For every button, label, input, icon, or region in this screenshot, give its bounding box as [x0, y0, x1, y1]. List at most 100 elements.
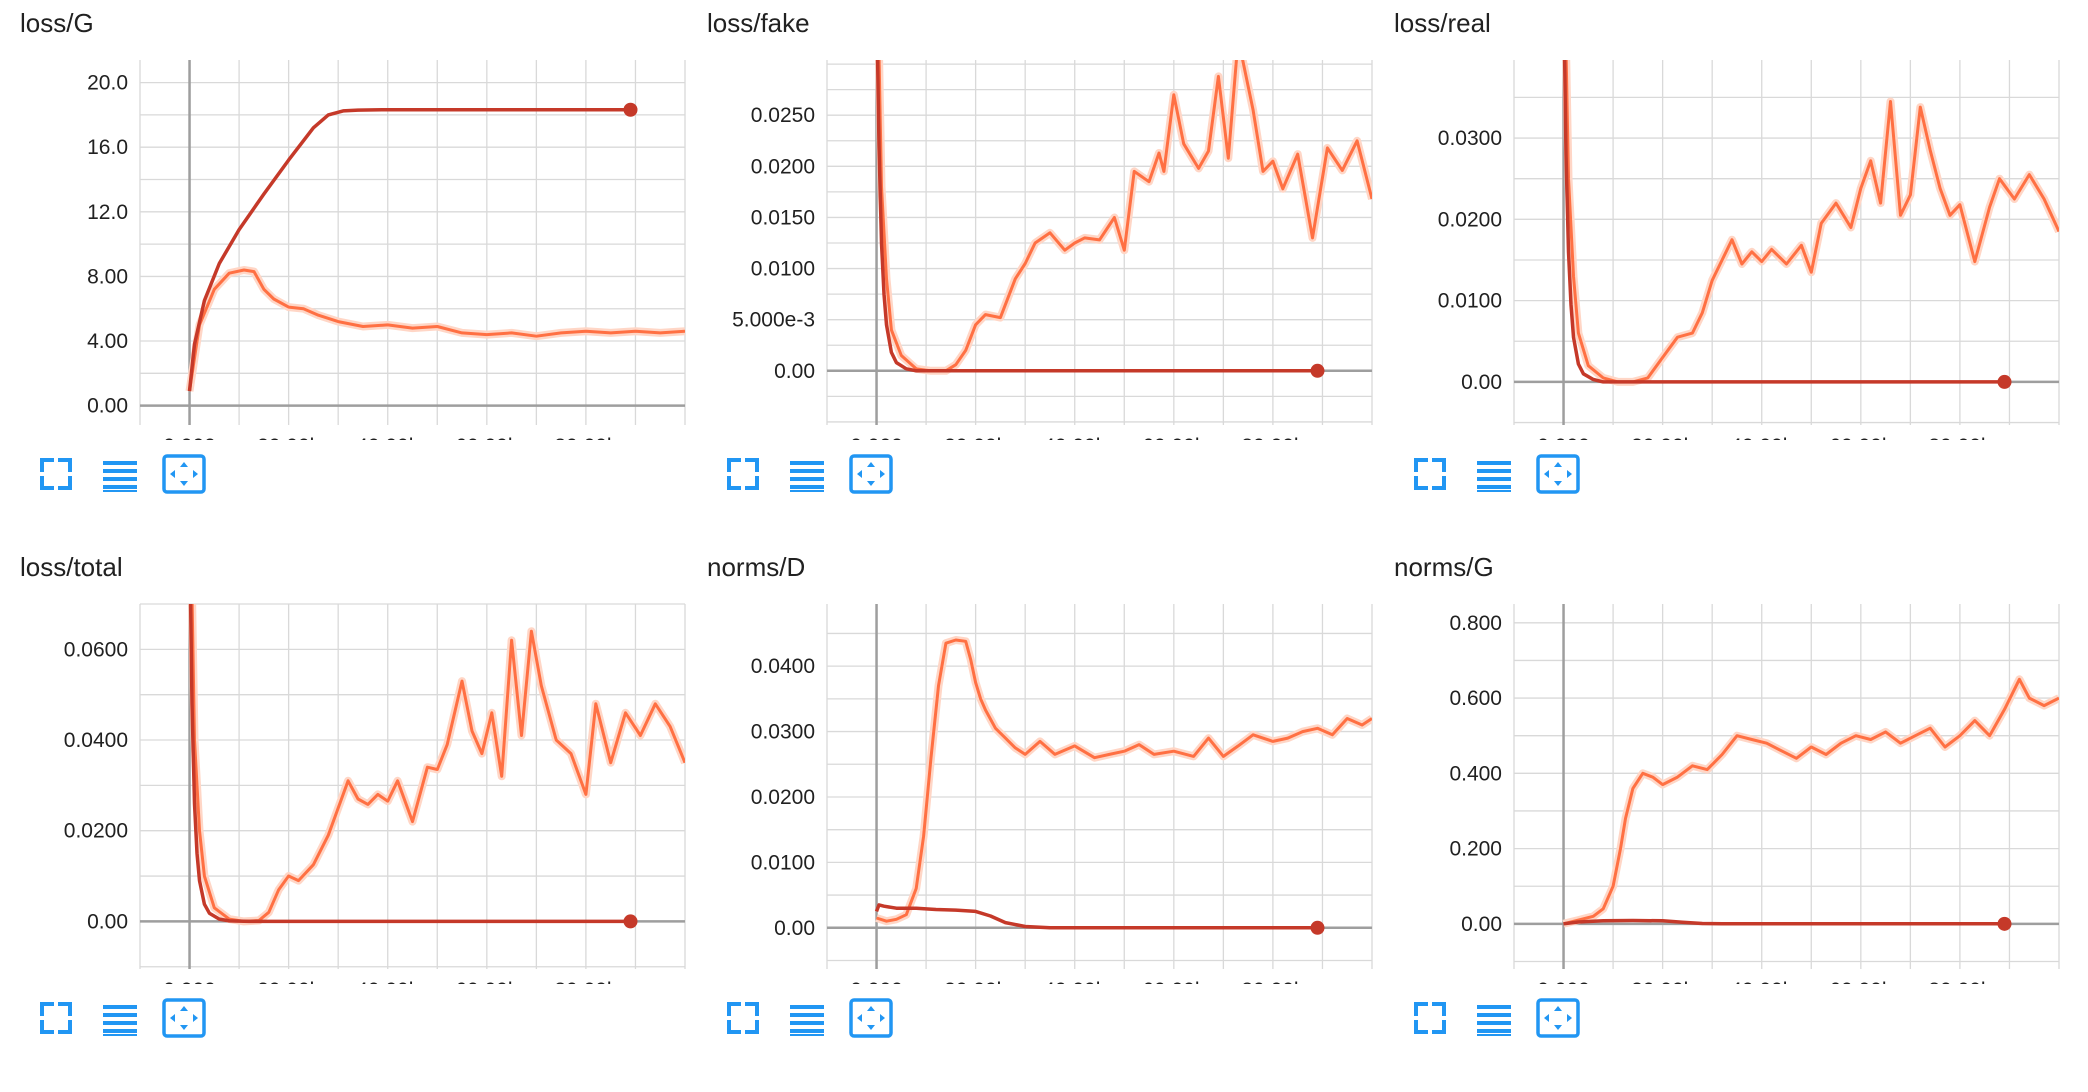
grid-horizontal [827, 63, 1372, 423]
x-tick-label: 20.00k [257, 979, 321, 984]
y-tick-label: 0.0200 [1438, 208, 1502, 231]
y-tick-label: 0.00 [87, 910, 128, 933]
line-chart-loss-real[interactable]: 0.00 0.0100 0.0200 0.0300 0.000 20.00k 40.00k 6… [1394, 40, 2074, 440]
fit-domain-icon[interactable] [1534, 994, 1582, 1042]
line-chart-loss-fake[interactable]: 0.00 5.000e-3 0.0100 0.0150 0.0200 0.0250 0.00… [707, 40, 1387, 440]
series-end-marker[interactable] [623, 102, 638, 117]
series-raw [875, 636, 1372, 926]
x-tick-label: 20.00k [1631, 979, 1695, 984]
grid-horizontal [1514, 622, 2059, 963]
fit-screen-icon[interactable] [32, 994, 80, 1042]
x-tick-label: 80.00k [554, 979, 618, 984]
chart-toolbar [719, 994, 1019, 1042]
series-raw [188, 604, 685, 926]
series-trend-line [1563, 918, 2005, 926]
x-tick-label: 40.00k [1043, 979, 1107, 984]
series-trend [874, 903, 1318, 930]
fit-screen-icon[interactable] [719, 994, 767, 1042]
y-tick-label: 4.00 [87, 330, 128, 353]
series-trend [187, 107, 631, 392]
series-end-marker[interactable] [1997, 374, 2012, 389]
chart-toolbar [719, 450, 1019, 498]
y-tick-label: 0.00 [774, 360, 815, 383]
y-tick-label: 0.200 [1449, 838, 1502, 861]
y-tick-label: 0.00 [87, 395, 128, 418]
list-icon[interactable] [1470, 994, 1518, 1042]
series-raw [185, 266, 685, 392]
y-tick-label: 0.0100 [751, 258, 815, 281]
y-tick-label: 8.00 [87, 265, 128, 288]
x-tick-label: 0.000 [850, 435, 903, 440]
y-tick-label: 0.0200 [751, 155, 815, 178]
x-tick-label: 60.00k [1142, 979, 1206, 984]
chart-card-norms-d: norms/D 0.00 0.0100 0.0200 0.0300 0.0400 0.000… [707, 544, 1387, 1064]
series-trend [1563, 918, 2005, 926]
line-chart-loss-g[interactable]: 0.00 4.00 8.00 12.0 16.0 20.0 0.000 20.00k 40.00… [20, 40, 700, 440]
x-tick-label: 80.00k [1241, 979, 1305, 984]
x-tick-label: 80.00k [1928, 435, 1992, 440]
grid-vertical [1513, 604, 2060, 969]
fit-domain-icon[interactable] [160, 994, 208, 1042]
series-trend-line [1562, 60, 2005, 384]
fit-screen-icon[interactable] [1406, 450, 1454, 498]
x-tick-label: 80.00k [1241, 435, 1305, 440]
chart-card-loss-real: loss/real 0.00 0.0100 0.0200 0.0300 0.000 20.0… [1394, 0, 2074, 520]
fit-domain-icon[interactable] [1534, 450, 1582, 498]
chart-toolbar [1406, 994, 1706, 1042]
chart-card-loss-g: loss/G 0.00 4.00 8.00 12.0 16.0 20.0 0.000 20.00… [20, 0, 700, 520]
list-icon[interactable] [783, 450, 831, 498]
y-tick-label: 12.0 [87, 201, 128, 224]
fit-screen-icon[interactable] [1406, 994, 1454, 1042]
line-chart-norms-g[interactable]: 0.00 0.200 0.400 0.600 0.800 0.000 20.00k 40.00… [1394, 584, 2074, 984]
grid-horizontal [827, 632, 1372, 962]
series-raw-line [188, 268, 685, 392]
series-end-marker[interactable] [1310, 920, 1325, 935]
chart-title: loss/fake [707, 8, 810, 38]
series-end-marker[interactable] [1310, 363, 1325, 378]
list-icon[interactable] [783, 994, 831, 1042]
list-icon[interactable] [1470, 450, 1518, 498]
y-tick-label: 20.0 [87, 72, 128, 95]
series-raw-line [190, 604, 685, 923]
y-tick-label: 0.600 [1449, 687, 1502, 710]
y-tick-label: 0.800 [1449, 612, 1502, 635]
y-tick-label: 0.0400 [64, 729, 128, 752]
series-end-marker[interactable] [623, 914, 638, 929]
x-tick-label: 40.00k [1730, 435, 1794, 440]
y-tick-label: 0.0200 [64, 820, 128, 843]
series-raw [1562, 675, 2059, 928]
x-tick-label: 20.00k [257, 435, 321, 440]
fit-domain-icon[interactable] [160, 450, 208, 498]
series-trend-line [187, 107, 631, 392]
series-raw-line [1563, 677, 2059, 926]
fit-screen-icon[interactable] [32, 450, 80, 498]
y-tick-label: 0.0200 [751, 786, 815, 809]
x-tick-label: 60.00k [1142, 435, 1206, 440]
fit-screen-icon[interactable] [719, 450, 767, 498]
chart-toolbar [32, 450, 332, 498]
line-chart-loss-total[interactable]: 0.00 0.0200 0.0400 0.0600 0.000 20.00k 40.00k 6… [20, 584, 700, 984]
chart-toolbar [1406, 450, 1706, 498]
fit-domain-icon[interactable] [847, 450, 895, 498]
x-tick-label: 0.000 [163, 979, 216, 984]
chart-card-norms-g: norms/G 0.00 0.200 0.400 0.600 0.800 0.000 20.0… [1394, 544, 2074, 1064]
series-trend [188, 604, 631, 924]
y-tick-label: 0.0300 [1438, 127, 1502, 150]
y-tick-label: 0.0600 [64, 638, 128, 661]
chart-title: norms/G [1394, 552, 1494, 582]
x-tick-label: 40.00k [1730, 979, 1794, 984]
chart-title: loss/total [20, 552, 123, 582]
chart-title: norms/D [707, 552, 806, 582]
x-tick-label: 60.00k [1829, 979, 1893, 984]
series-trend-line [188, 604, 631, 924]
line-chart-norms-d[interactable]: 0.00 0.0100 0.0200 0.0300 0.0400 0.000 20.00k 4… [707, 584, 1387, 984]
fit-domain-icon[interactable] [847, 994, 895, 1042]
x-tick-label: 80.00k [554, 435, 618, 440]
series-raw-halo [1562, 60, 2059, 386]
x-tick-label: 20.00k [944, 979, 1008, 984]
list-icon[interactable] [96, 450, 144, 498]
series-end-marker[interactable] [1997, 916, 2012, 931]
chart-title: loss/real [1394, 8, 1491, 38]
list-icon[interactable] [96, 994, 144, 1042]
grid-horizontal [140, 81, 685, 407]
